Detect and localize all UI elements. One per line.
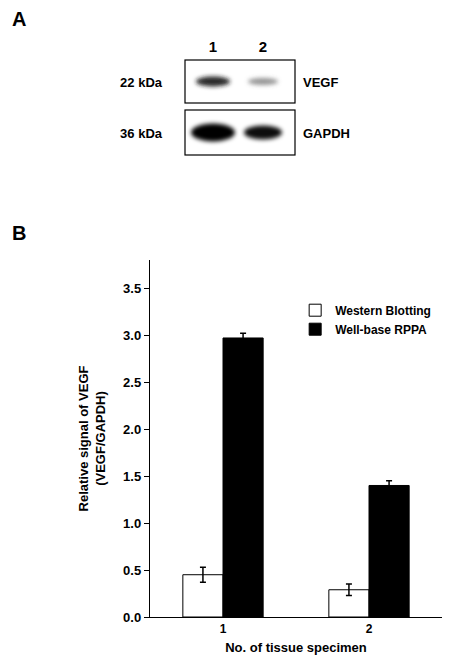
svg-text:Relative signal of VEGF(VEGF/G: Relative signal of VEGF(VEGF/GAPDH)	[76, 365, 108, 511]
svg-text:0.0: 0.0	[123, 610, 141, 625]
svg-text:No. of tissue specimen: No. of tissue specimen	[225, 640, 367, 655]
svg-text:Well-base RPPA: Well-base RPPA	[335, 323, 427, 337]
svg-text:B: B	[12, 222, 26, 244]
svg-text:2: 2	[259, 38, 267, 55]
svg-text:2.5: 2.5	[123, 375, 141, 390]
svg-text:3.5: 3.5	[123, 281, 141, 296]
svg-text:1.5: 1.5	[123, 469, 141, 484]
svg-text:2.0: 2.0	[123, 422, 141, 437]
svg-text:1.0: 1.0	[123, 516, 141, 531]
svg-text:3.0: 3.0	[123, 328, 141, 343]
svg-text:36 kDa: 36 kDa	[120, 126, 163, 141]
svg-text:1: 1	[220, 622, 227, 636]
svg-text:VEGF: VEGF	[303, 75, 338, 90]
svg-text:22 kDa: 22 kDa	[120, 75, 163, 90]
svg-text:2: 2	[366, 622, 373, 636]
svg-text:GAPDH: GAPDH	[303, 126, 350, 141]
svg-text:1: 1	[209, 38, 217, 55]
svg-text:A: A	[12, 8, 26, 30]
svg-text:0.5: 0.5	[123, 563, 141, 578]
svg-text:Western Blotting: Western Blotting	[335, 304, 431, 318]
